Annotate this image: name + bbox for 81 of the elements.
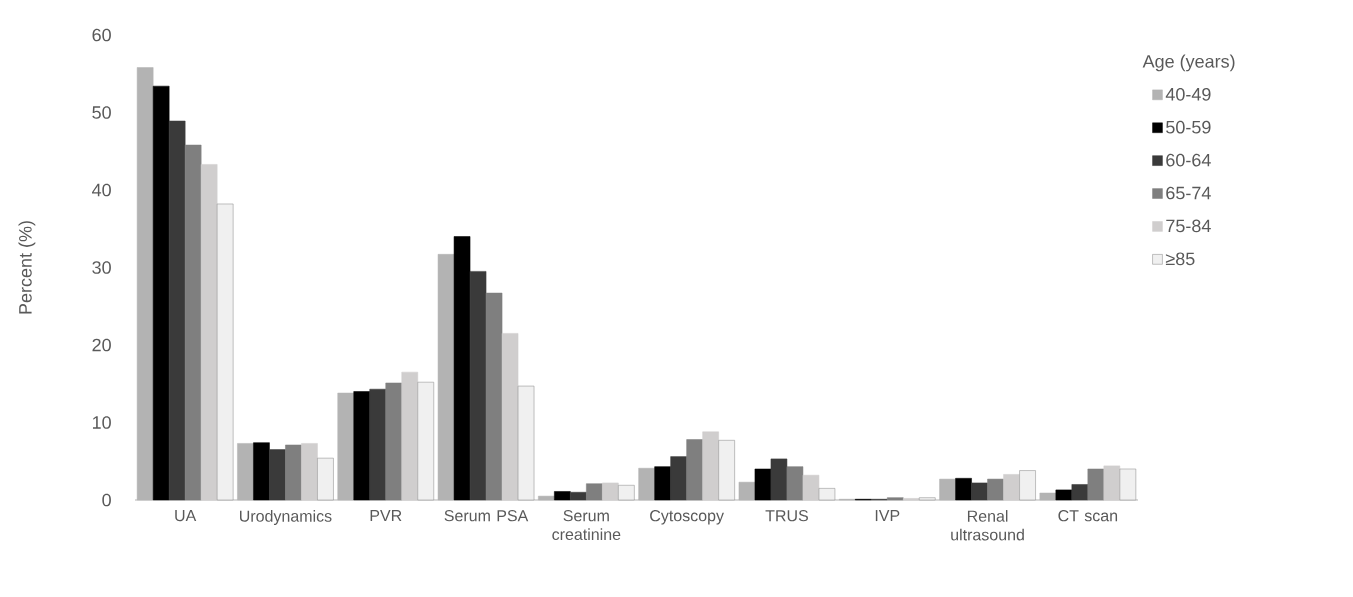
legend-label: 65-74 xyxy=(1166,186,1211,200)
y-axis-title: Percent (%) xyxy=(18,221,36,314)
x-tick-label: IVP xyxy=(875,510,900,522)
bar xyxy=(670,456,687,501)
bar xyxy=(253,442,270,501)
bar xyxy=(718,440,735,501)
bar xyxy=(337,392,355,501)
x-tick-label: PVR xyxy=(370,510,402,522)
bar xyxy=(168,120,186,501)
bar xyxy=(971,482,988,501)
x-tick-label: UA xyxy=(175,510,197,522)
x-tick-label: TRUS xyxy=(765,510,808,522)
bar xyxy=(369,388,387,501)
bar xyxy=(237,443,254,501)
bar xyxy=(1039,492,1057,501)
bar xyxy=(216,203,234,501)
bar xyxy=(136,67,154,501)
x-tick-label: Serum creatinine xyxy=(552,510,621,541)
legend-title: Age (years) xyxy=(1142,54,1235,72)
bar xyxy=(702,431,719,501)
bar xyxy=(317,457,334,501)
legend-label: 50-59 xyxy=(1166,120,1211,134)
bar xyxy=(1003,474,1020,501)
bar xyxy=(269,449,286,501)
x-tick-label: Cytoscopy xyxy=(650,510,724,525)
y-tick-label: 10 xyxy=(92,416,111,429)
y-tick-label: 40 xyxy=(92,183,111,197)
x-tick-label: Urodynamics xyxy=(240,510,332,525)
bar xyxy=(939,478,956,501)
bar xyxy=(686,439,703,501)
y-tick-label: 60 xyxy=(92,28,111,42)
bar xyxy=(184,144,202,501)
bar xyxy=(517,385,535,501)
y-tick-label: 0 xyxy=(102,493,111,507)
bar xyxy=(570,491,587,501)
bar xyxy=(401,371,419,501)
legend-label: 40-49 xyxy=(1165,87,1211,101)
bar xyxy=(818,488,836,501)
y-tick-label: 50 xyxy=(92,106,111,119)
bar xyxy=(1103,465,1121,501)
bar xyxy=(786,466,804,501)
bar xyxy=(501,333,519,501)
legend-label: 75-84 xyxy=(1166,219,1211,233)
bar xyxy=(453,236,471,501)
bar xyxy=(802,474,820,501)
y-tick-label: 20 xyxy=(92,338,111,352)
bar xyxy=(200,164,218,501)
x-tick-label: Serum PSA xyxy=(444,510,529,522)
legend-label: 60-64 xyxy=(1166,153,1211,167)
bar xyxy=(754,468,772,501)
bar xyxy=(1055,489,1073,501)
bar xyxy=(385,382,403,501)
bar xyxy=(638,467,655,501)
bar xyxy=(538,495,555,501)
bar xyxy=(353,391,371,501)
bar xyxy=(770,458,788,501)
x-tick-label: CT scan xyxy=(1058,510,1118,522)
y-tick-label: 30 xyxy=(92,261,111,274)
bar xyxy=(618,485,635,501)
bar xyxy=(586,483,603,501)
bar xyxy=(654,466,671,501)
bar xyxy=(1071,484,1089,501)
bar xyxy=(1019,470,1036,501)
bar xyxy=(437,254,455,501)
bar xyxy=(469,271,487,501)
bar xyxy=(554,491,571,501)
bar xyxy=(417,381,435,501)
bar xyxy=(987,478,1004,501)
legend-label: ≥85 xyxy=(1165,252,1195,266)
bar xyxy=(918,497,936,501)
bar xyxy=(301,443,318,501)
x-tick-label: Renal ultrasound xyxy=(951,510,1024,541)
bar xyxy=(1087,468,1105,501)
bar xyxy=(152,85,170,501)
bar xyxy=(1119,468,1137,501)
bar xyxy=(602,482,619,501)
bar xyxy=(285,444,302,501)
bar xyxy=(485,292,503,501)
bar xyxy=(738,481,756,501)
bar xyxy=(955,478,972,501)
bar xyxy=(886,497,904,501)
